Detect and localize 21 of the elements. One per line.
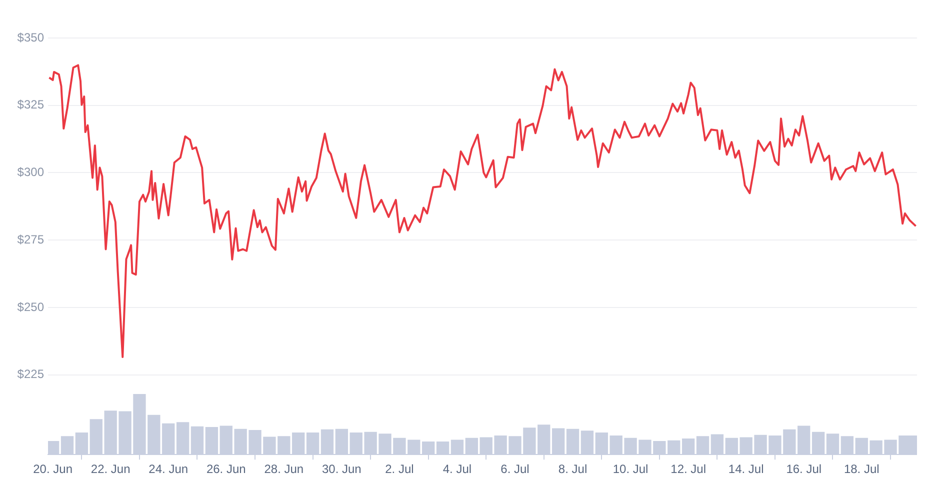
y-tick-label: $325 <box>17 98 44 112</box>
x-tick-label: 20. Jun <box>33 462 72 476</box>
y-tick-label: $300 <box>17 165 44 180</box>
y-tick-label: $350 <box>17 30 44 44</box>
x-tick-label: 14. Jul <box>728 462 764 476</box>
x-tick-label: 16. Jul <box>786 462 822 476</box>
x-tick-label: 2. Jul <box>385 462 414 476</box>
x-tick-label: 10. Jul <box>612 462 648 476</box>
x-tick-label: 18. Jul <box>844 462 880 476</box>
x-tick-label: 26. Jun <box>206 462 246 476</box>
x-tick-label: 6. Jul <box>500 462 530 476</box>
x-tick-label: 4. Jul <box>442 462 472 476</box>
x-tick-label: 12. Jul <box>670 462 706 476</box>
x-tick-label: 22. Jun <box>90 462 130 476</box>
y-tick-label: $275 <box>17 232 44 246</box>
x-tick-label: 28. Jun <box>264 462 304 476</box>
x-tick-label: 8. Jul <box>558 462 588 476</box>
y-tick-label: $225 <box>17 367 44 382</box>
x-tick-label: 24. Jun <box>148 462 188 476</box>
y-tick-label: $250 <box>17 300 44 314</box>
x-tick-label: 30. Jun <box>322 462 362 476</box>
